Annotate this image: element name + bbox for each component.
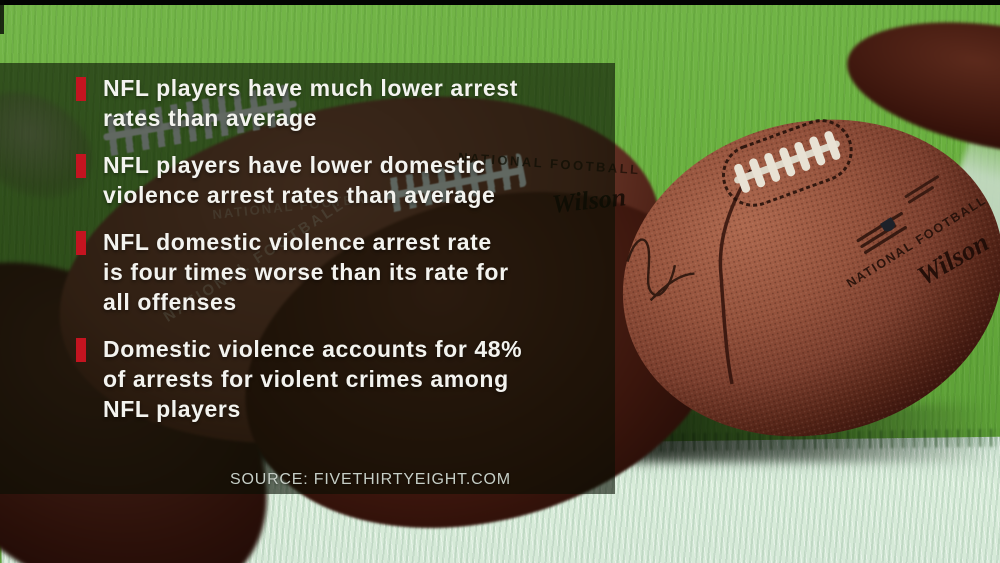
left-edge-shadow bbox=[0, 0, 4, 34]
bullet-marker bbox=[76, 77, 86, 101]
bullet-text-line: NFL players have much lower arrest bbox=[103, 75, 518, 101]
top-black-bar bbox=[0, 0, 1000, 5]
football-fine-print bbox=[904, 175, 939, 204]
bullet-text-line: NFL players bbox=[103, 396, 241, 422]
bullet-text-line: is four times worse than its rate for bbox=[103, 259, 509, 285]
bullet-item: NFL players have much lower arrest rates… bbox=[76, 73, 578, 133]
bullet-text-line: NFL domestic violence arrest rate bbox=[103, 229, 492, 255]
bullet-marker bbox=[76, 338, 86, 362]
nfl-shield-icon bbox=[880, 217, 896, 232]
bullet-item: NFL domestic violence arrest rate is fou… bbox=[76, 227, 578, 317]
football-laces-icon bbox=[722, 119, 853, 207]
signature-marking bbox=[626, 238, 695, 302]
football-seam bbox=[718, 169, 753, 385]
bullet-item: Domestic violence accounts for 48% of ar… bbox=[76, 334, 578, 424]
football-body bbox=[622, 119, 1000, 437]
bullet-text-line: all offenses bbox=[103, 289, 237, 315]
bullet-marker bbox=[76, 154, 86, 178]
football-right: NATIONAL FOOTBALL Wilson bbox=[622, 119, 1000, 437]
bullet-text-line: Domestic violence accounts for 48% bbox=[103, 336, 523, 362]
source-attribution: SOURCE: FIVETHIRTYEIGHT.COM bbox=[230, 471, 511, 488]
bullet-marker bbox=[76, 231, 86, 255]
bullet-text-line: violence arrest rates than average bbox=[103, 182, 496, 208]
bullet-text-line: NFL players have lower domestic bbox=[103, 152, 486, 178]
bullet-item: NFL players have lower domestic violence… bbox=[76, 150, 578, 210]
bullet-text-line: of arrests for violent crimes among bbox=[103, 366, 509, 392]
bullet-text-line: rates than average bbox=[103, 105, 318, 131]
stats-overlay-panel: NFL players have much lower arrest rates… bbox=[0, 63, 615, 494]
